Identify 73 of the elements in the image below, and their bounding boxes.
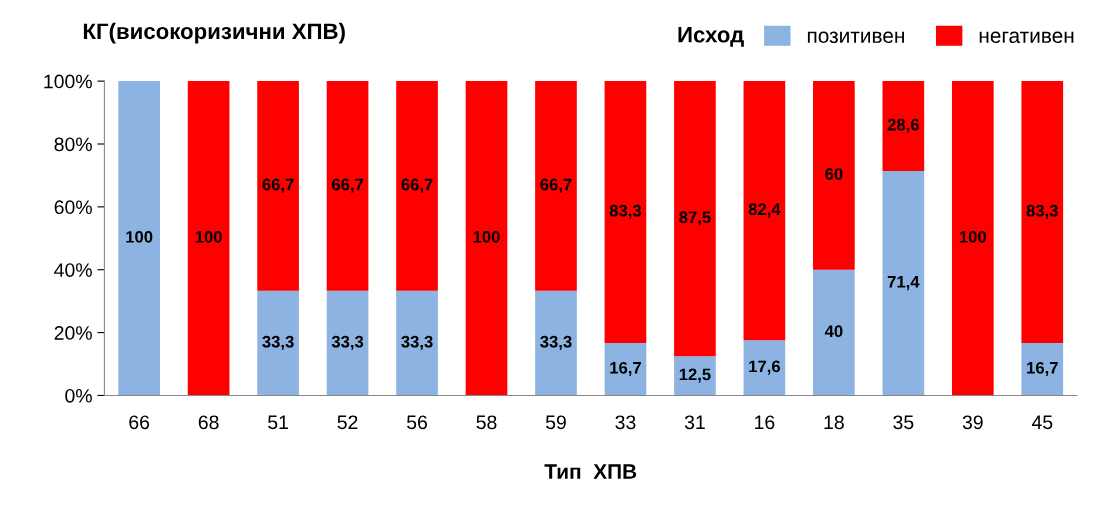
- data-label: 71,4: [887, 276, 920, 291]
- data-label: 40: [824, 325, 843, 338]
- y-tick-label: 0%: [65, 388, 92, 403]
- data-label: 100: [959, 230, 987, 243]
- y-tick-label: 20%: [54, 326, 92, 340]
- bar: [813, 269, 855, 396]
- data-label: 17,6: [749, 360, 781, 375]
- x-tick-label: 59: [545, 415, 566, 430]
- bar: [257, 290, 299, 396]
- x-tick-label: 52: [337, 415, 358, 430]
- bar: [118, 81, 160, 396]
- data-label: 12,5: [679, 368, 711, 383]
- bar: [604, 81, 647, 343]
- y-tick-label: 40%: [54, 263, 92, 277]
- bar: [604, 342, 647, 396]
- bar: [465, 81, 508, 396]
- bar: [535, 81, 577, 291]
- bar: [882, 171, 925, 396]
- bar: [326, 290, 369, 396]
- bar: [535, 290, 577, 396]
- bar: [187, 81, 230, 396]
- data-label: 33,3: [540, 335, 572, 351]
- data-label: 28,6: [887, 118, 919, 133]
- bar: [743, 340, 786, 396]
- chart-title: КГ(високоризични ХПВ): [83, 22, 345, 44]
- bar: [1021, 342, 1064, 396]
- x-axis-title: Тип ХПВ: [544, 464, 637, 479]
- data-label: 100: [126, 230, 153, 243]
- data-label: 66,7: [401, 178, 433, 193]
- data-label: 66,7: [262, 178, 294, 193]
- x-tick-label: 56: [407, 415, 427, 430]
- y-tick-label: 100%: [44, 74, 92, 89]
- bar: [674, 81, 716, 357]
- data-label: 83,3: [609, 204, 642, 219]
- x-tick-label: 39: [962, 415, 983, 430]
- bar: [813, 81, 855, 270]
- legend-label: негативен: [979, 31, 1074, 44]
- data-label: 100: [195, 230, 222, 243]
- data-label: 83,3: [1026, 204, 1058, 219]
- bar: [396, 81, 438, 291]
- data-label: 33,3: [401, 335, 433, 351]
- data-label: 16,7: [610, 361, 641, 377]
- bar: [951, 81, 994, 396]
- data-label: 82,4: [748, 203, 781, 218]
- bar: [674, 356, 716, 396]
- data-label: 60: [825, 168, 843, 180]
- data-label: 66,7: [331, 178, 364, 193]
- x-tick-label: 18: [824, 415, 844, 430]
- x-tick-label: 68: [198, 415, 219, 430]
- bar: [882, 81, 925, 172]
- data-label: 16,7: [1027, 361, 1058, 377]
- data-label: 33,3: [331, 335, 364, 351]
- x-tick-label: 45: [1031, 415, 1053, 430]
- x-tick-label: 66: [129, 415, 150, 430]
- x-tick-label: 16: [755, 415, 775, 430]
- data-label: 66,7: [540, 178, 572, 193]
- data-label: 87,5: [679, 211, 711, 226]
- x-tick-label: 31: [684, 415, 705, 430]
- bar: [326, 81, 369, 291]
- y-tick-label: 60%: [54, 200, 92, 215]
- bar: [257, 81, 299, 291]
- data-label: 33,3: [262, 335, 294, 351]
- x-tick-label: 58: [476, 415, 497, 430]
- x-tick-label: 35: [893, 415, 914, 430]
- data-label: 100: [473, 230, 500, 243]
- legend-title: Исход: [678, 27, 744, 47]
- bar: [1021, 81, 1064, 343]
- bar: [396, 290, 438, 396]
- y-tick-label: 80%: [54, 137, 92, 152]
- x-tick-label: 51: [268, 415, 288, 430]
- bar: [743, 81, 786, 341]
- legend-label: позитивен: [807, 31, 904, 44]
- x-tick-label: 33: [615, 415, 636, 430]
